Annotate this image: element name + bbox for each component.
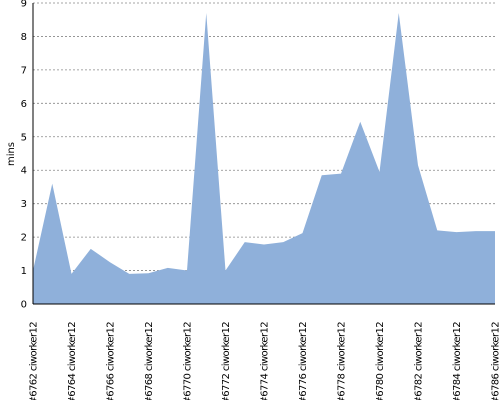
y-tick-label: 8 <box>21 32 27 43</box>
x-tick-label: #6782 ciworker12 <box>414 322 425 400</box>
x-tick-label: #6776 ciworker12 <box>298 322 309 400</box>
y-tick-label: 1 <box>21 266 27 277</box>
x-tick-label: #6774 ciworker12 <box>260 322 271 400</box>
x-tick-label: #6770 ciworker12 <box>183 322 194 400</box>
y-tick-label: 9 <box>21 0 27 10</box>
y-tick-label: 4 <box>21 166 27 177</box>
x-tick-label: #6766 ciworker12 <box>106 322 117 400</box>
x-tick-label: #6778 ciworker12 <box>337 322 348 400</box>
x-tick-label: #6784 ciworker12 <box>452 322 463 400</box>
area <box>33 13 495 305</box>
x-tick-label: #6786 ciworker12 <box>491 322 500 400</box>
x-tick-label: #6768 ciworker12 <box>144 322 155 400</box>
x-tick-label: #6780 ciworker12 <box>375 322 386 400</box>
y-tick-label: 7 <box>21 65 27 76</box>
y-axis-label: mins <box>6 142 17 166</box>
y-tick-label: 5 <box>21 132 27 143</box>
x-tick-label: #6764 ciworker12 <box>67 322 78 400</box>
x-tick-label: #6762 ciworker12 <box>29 322 40 400</box>
y-tick-label: 0 <box>21 300 27 311</box>
y-tick-label: 6 <box>21 99 27 110</box>
x-tick-label: #6772 ciworker12 <box>221 322 232 400</box>
y-tick-label: 3 <box>21 199 27 210</box>
y-tick-label: 2 <box>21 233 27 244</box>
